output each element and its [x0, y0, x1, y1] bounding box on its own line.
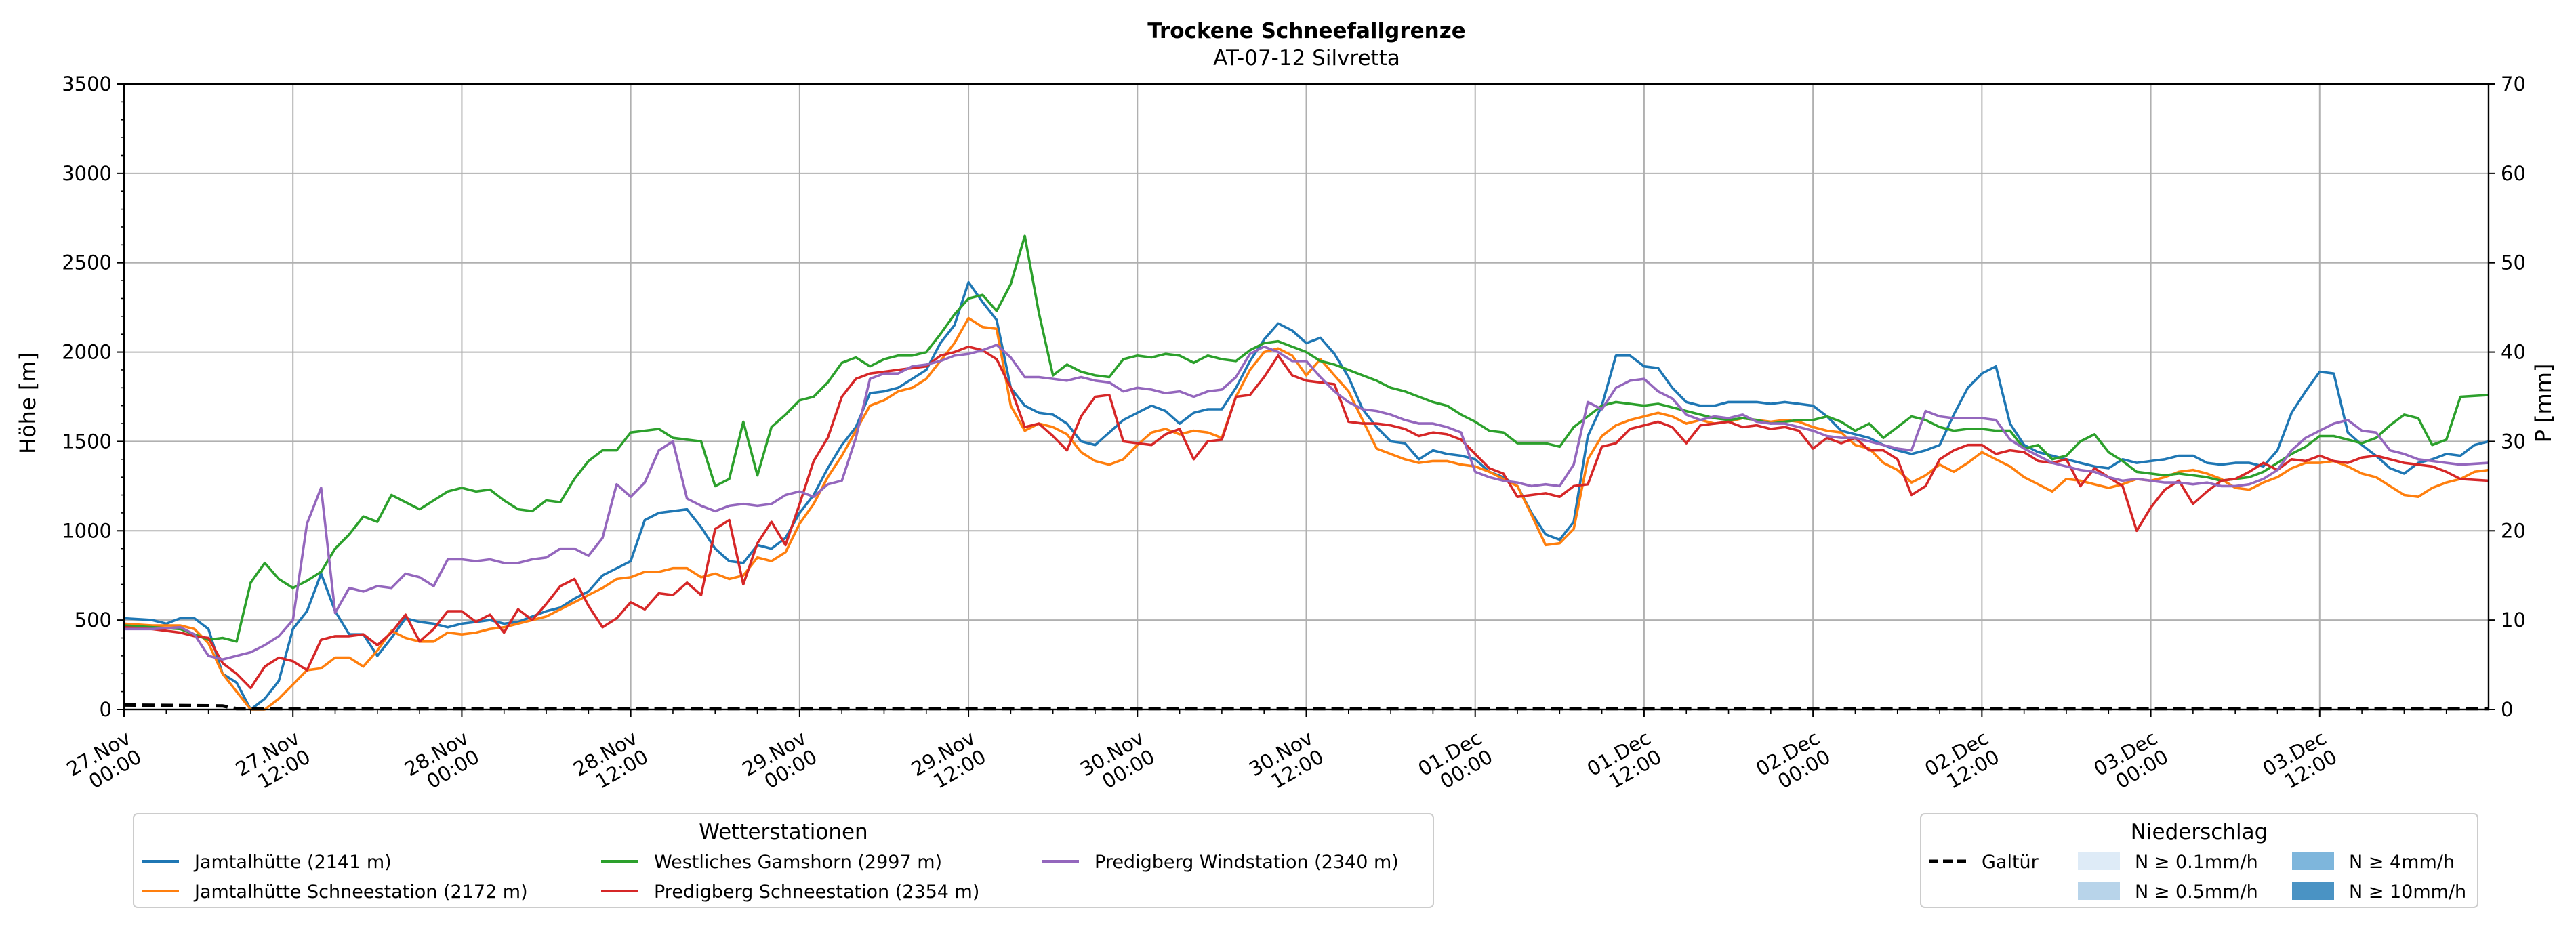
- y2-tick-label: 20: [2501, 519, 2526, 542]
- legend-entry-label: Westliches Gamshorn (2997 m): [654, 852, 942, 873]
- y-axis-label: Höhe [m]: [15, 352, 41, 454]
- y2-tick-label: 10: [2501, 608, 2526, 632]
- chart-title: Trockene Schneefallgrenze: [1147, 19, 1466, 43]
- series-line: [123, 316, 2489, 711]
- y-tick-label: 0: [100, 698, 112, 721]
- y-tick-label: 3000: [62, 162, 112, 185]
- y-tick-label: 3500: [62, 73, 112, 96]
- legend-entry-label: N ≥ 4mm/h: [2349, 852, 2455, 873]
- y-axis-left: 0 500 1000 1500 2000 2500 3000 3500: [62, 73, 124, 721]
- y-tick-label: 1500: [62, 430, 112, 453]
- y2-tick-label: 60: [2501, 162, 2526, 185]
- legend-precip-box: [1920, 813, 2478, 908]
- legend-precipitation: Niederschlag Galtür N ≥ 0.1mm/h N ≥ 0.5mm/h…: [1920, 813, 2478, 908]
- legend-precip-title: Niederschlag: [2131, 820, 2268, 844]
- legend-entry-label: N ≥ 0.5mm/h: [2135, 882, 2258, 903]
- legend-stations-box: [133, 813, 1434, 908]
- legend-entry-label: Predigberg Windstation (2340 m): [1095, 852, 1399, 873]
- legend-patch: [2292, 852, 2334, 870]
- chart-subtitle: AT-07-12 Silvretta: [1213, 46, 1400, 70]
- series-line: [123, 345, 2489, 690]
- legend-entry-label: N ≥ 10mm/h: [2349, 882, 2466, 903]
- legend-entry-label: N ≥ 0.1mm/h: [2135, 852, 2258, 873]
- legend-entry-label: Jamtalhütte Schneestation (2172 m): [193, 882, 528, 903]
- legend-patch: [2292, 882, 2334, 900]
- y2-tick-label: 50: [2501, 251, 2526, 274]
- y-axis-right: 0 10 20 30 40 50 60 70: [2489, 73, 2526, 721]
- y2-tick-label: 0: [2501, 698, 2513, 721]
- y-tick-label: 500: [75, 608, 112, 632]
- legend-patch: [2078, 852, 2120, 870]
- y-tick-label: 2500: [62, 251, 112, 274]
- y-tick-label: 1000: [62, 519, 112, 542]
- y-tick-label: 2000: [62, 341, 112, 364]
- legend-entry-label: Jamtalhütte (2141 m): [193, 852, 392, 873]
- y2-tick-label: 40: [2501, 341, 2526, 364]
- legend-entry-label: Predigberg Schneestation (2354 m): [654, 882, 979, 903]
- y2-tick-label: 70: [2501, 73, 2526, 96]
- precip-line: [123, 703, 2489, 711]
- legend-entry-label: Galtür: [1982, 852, 2039, 873]
- legend-stations: Wetterstationen Jamtalhütte (2141 m) Jamta…: [133, 813, 1434, 908]
- y2-axis-label: P [mm]: [2531, 364, 2556, 443]
- series-line: [123, 234, 2489, 643]
- legend-patch: [2078, 882, 2120, 900]
- y2-tick-label: 30: [2501, 430, 2526, 453]
- grid-lines: [123, 83, 2489, 710]
- series-line: [124, 344, 2489, 661]
- legend-stations-title: Wetterstationen: [699, 820, 867, 844]
- series-lines: [123, 234, 2489, 711]
